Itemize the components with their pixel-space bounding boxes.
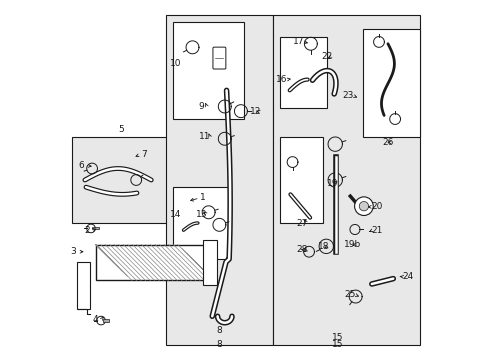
Bar — [203, 240, 217, 285]
Text: 8: 8 — [216, 326, 222, 335]
Text: 19: 19 — [326, 179, 337, 188]
Circle shape — [354, 197, 372, 216]
Bar — [172, 187, 230, 259]
Bar — [280, 137, 323, 223]
Bar — [362, 30, 419, 137]
Text: 4: 4 — [93, 315, 98, 324]
Text: 13: 13 — [195, 210, 207, 219]
Bar — [96, 244, 214, 280]
Text: 24: 24 — [401, 272, 412, 281]
Bar — [92, 227, 99, 229]
Text: 19b: 19b — [343, 240, 360, 249]
Text: 7: 7 — [141, 150, 147, 159]
Text: 14: 14 — [170, 210, 181, 219]
Text: 8: 8 — [216, 341, 222, 350]
Text: 11: 11 — [199, 132, 210, 141]
Bar — [172, 22, 244, 119]
Text: 10: 10 — [169, 59, 181, 68]
Text: 2: 2 — [84, 226, 89, 235]
Bar — [72, 137, 172, 223]
Circle shape — [359, 202, 368, 211]
Text: 18: 18 — [317, 242, 328, 251]
Text: 12: 12 — [249, 107, 261, 116]
Bar — [102, 319, 109, 321]
Text: 6: 6 — [78, 161, 84, 170]
Text: 26: 26 — [382, 138, 393, 147]
Bar — [280, 37, 326, 108]
Bar — [273, 15, 419, 345]
Bar — [165, 15, 273, 345]
Text: 28: 28 — [296, 246, 307, 255]
Text: 22: 22 — [321, 52, 332, 61]
Text: 3: 3 — [70, 247, 76, 256]
Text: 17: 17 — [292, 37, 304, 46]
Text: 9: 9 — [198, 102, 204, 111]
Text: 21: 21 — [371, 226, 382, 235]
FancyBboxPatch shape — [212, 47, 225, 69]
Text: 1: 1 — [200, 193, 206, 202]
Text: 27: 27 — [296, 219, 307, 228]
Text: 16: 16 — [276, 75, 287, 84]
Text: 25: 25 — [344, 290, 355, 299]
Text: 20: 20 — [371, 202, 382, 211]
Text: 15: 15 — [331, 333, 343, 342]
Text: 15: 15 — [331, 341, 343, 350]
FancyBboxPatch shape — [77, 262, 90, 309]
Text: 23: 23 — [342, 91, 353, 100]
Text: 5: 5 — [118, 125, 123, 134]
